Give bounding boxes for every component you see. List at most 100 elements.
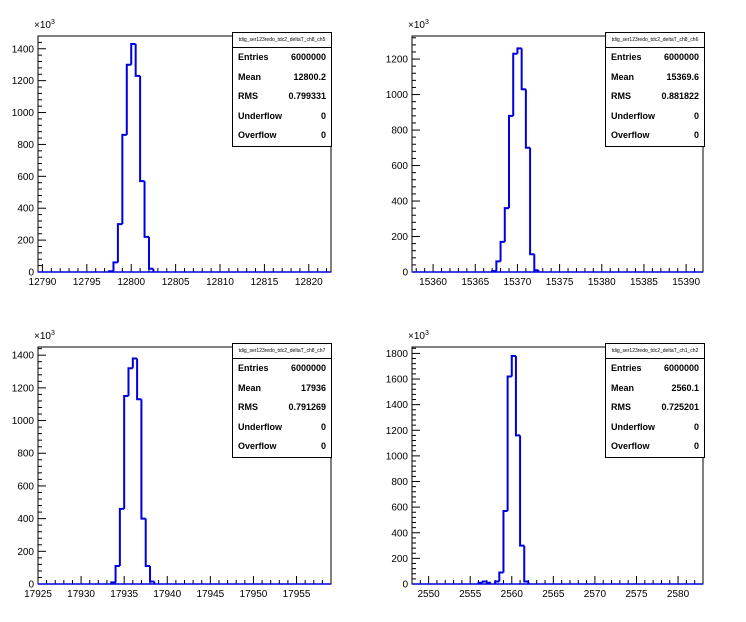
- histogram-bin: [116, 223, 123, 263]
- y-tick-label: 1200: [386, 55, 409, 66]
- stats-row-underflow: Underflow 0: [606, 418, 704, 438]
- stats-label: Entries: [238, 52, 269, 62]
- stats-label: RMS: [611, 91, 631, 101]
- stats-value: 17936: [300, 382, 326, 393]
- stats-row-overflow: Overflow 0: [606, 437, 704, 457]
- histogram-bin: [127, 367, 133, 397]
- histogram-bin: [533, 254, 539, 272]
- stats-value: 6000000: [663, 52, 699, 62]
- stats-box: tdig_ser123redo_tdc2_deltaT_ch8_ch6 Entri…: [605, 32, 705, 147]
- stats-label: Mean: [238, 71, 262, 82]
- histogram-bin: [520, 48, 526, 91]
- histogram-pad-3: 0 200 400 600 800 1000 1200 1400 17925 17930 17935…: [12, 330, 332, 600]
- x-tick-label: 17935: [110, 589, 138, 600]
- y-tick-label: 1000: [12, 416, 35, 427]
- stats-label: RMS: [238, 91, 258, 101]
- histogram-bin: [494, 580, 500, 584]
- y-tick-label: 1400: [12, 351, 35, 362]
- stats-box: tdig_ser123redo_tdc2_deltaT_ch8_ch5 Entri…: [232, 32, 332, 147]
- stats-row-mean: Mean 12800.2: [233, 68, 331, 88]
- stats-value: 0: [320, 130, 326, 140]
- stats-row-underflow: Underflow 0: [606, 107, 704, 127]
- y-tick-label: 400: [391, 528, 408, 539]
- y-exponent-power: 3: [425, 330, 429, 337]
- stats-box-title: tdig_ser123redo_tdc2_deltaT_ch8_ch6: [606, 33, 704, 48]
- histogram-bin: [136, 358, 142, 401]
- histogram-pad-4: 0 200 400 600 800 1000 1200 1400 1600 1800 2550 255…: [386, 330, 704, 600]
- x-tick-label: 12795: [73, 277, 101, 288]
- histogram-bin: [506, 375, 512, 511]
- stats-label: Mean: [238, 382, 262, 393]
- y-tick-label: 1800: [386, 349, 409, 360]
- y-tick-label: 800: [17, 140, 34, 151]
- histogram-bin: [118, 507, 125, 567]
- histogram-bin: [516, 47, 522, 54]
- x-tick-label: 2575: [625, 589, 648, 600]
- histogram-bin: [125, 63, 132, 135]
- x-tick-label: 17955: [283, 589, 311, 600]
- stats-label: Overflow: [611, 441, 650, 451]
- stats-row-overflow: Overflow 0: [606, 126, 704, 146]
- histogram-bin: [134, 43, 141, 77]
- x-tick-label: 2580: [667, 589, 690, 600]
- stats-value: 12800.2: [293, 71, 326, 82]
- y-exponent-label: ×103: [34, 19, 55, 31]
- stats-value: 0.791269: [288, 402, 326, 412]
- y-exponent-power: 3: [51, 330, 55, 337]
- x-tick-label: 15385: [630, 277, 658, 288]
- y-tick-label: 200: [391, 232, 408, 243]
- histogram-bin: [143, 181, 149, 238]
- histogram-pad-1: 0 200 400 600 800 1000 1200 1400 12790 12795 12800…: [12, 19, 332, 288]
- stats-label: Entries: [238, 363, 269, 373]
- y-tick-label: 0: [402, 580, 408, 591]
- y-tick-label: 600: [391, 503, 408, 514]
- stats-value: 6000000: [663, 363, 699, 373]
- x-tick-label: 17930: [67, 589, 95, 600]
- stats-row-entries: Entries 6000000: [233, 48, 331, 68]
- x-tick-label: 15390: [672, 277, 700, 288]
- stats-label: Underflow: [611, 110, 655, 121]
- stats-label: Underflow: [238, 110, 282, 121]
- stats-box: tdig_ser123redo_tdc2_deltaT_ch1_ch2 Entri…: [605, 343, 705, 458]
- stats-value: 0: [320, 110, 326, 121]
- y-exponent-label: ×103: [408, 330, 429, 342]
- y-tick-label: 600: [391, 161, 408, 172]
- histogram-bin: [121, 133, 127, 225]
- stats-value: 0: [320, 441, 326, 451]
- y-exponent-label: ×103: [34, 330, 55, 342]
- stats-row-entries: Entries 6000000: [233, 359, 331, 379]
- histogram-bin: [495, 260, 501, 272]
- y-tick-label: 1000: [12, 108, 35, 119]
- x-tick-label: 12815: [251, 277, 279, 288]
- stats-row-entries: Entries 6000000: [606, 359, 704, 379]
- stats-value: 0: [693, 441, 699, 451]
- y-tick-label: 1000: [386, 451, 409, 462]
- stats-row-underflow: Underflow 0: [233, 107, 331, 127]
- x-tick-label: 2560: [501, 589, 524, 600]
- y-tick-label: 1400: [12, 44, 35, 55]
- stats-box-title: tdig_ser123redo_tdc2_deltaT_ch8_ch7: [233, 344, 331, 359]
- x-tick-label: 15360: [419, 277, 447, 288]
- x-tick-label: 12810: [206, 277, 234, 288]
- histogram-bin: [498, 571, 504, 582]
- stats-label: Entries: [611, 52, 642, 62]
- stats-label: RMS: [238, 402, 258, 412]
- histogram-bin: [144, 518, 151, 568]
- stats-value: 0: [693, 130, 699, 140]
- histogram-bin: [147, 236, 154, 270]
- stats-row-overflow: Overflow 0: [233, 437, 331, 457]
- stats-box-title: tdig_ser123redo_tdc2_deltaT_ch1_ch2: [606, 344, 704, 359]
- stats-label: Overflow: [238, 441, 277, 451]
- stats-row-rms: RMS 0.725201: [606, 398, 704, 418]
- y-tick-label: 400: [17, 514, 34, 525]
- y-tick-label: 600: [17, 481, 34, 492]
- stats-row-rms: RMS 0.791269: [233, 398, 331, 418]
- stats-value: 6000000: [290, 52, 326, 62]
- stats-row-mean: Mean 17936: [233, 379, 331, 399]
- stats-row-overflow: Overflow 0: [233, 126, 331, 146]
- stats-value: 15369.6: [666, 71, 699, 82]
- histogram-bin: [529, 147, 535, 256]
- y-tick-label: 1200: [386, 426, 409, 437]
- histogram-bin: [508, 114, 514, 209]
